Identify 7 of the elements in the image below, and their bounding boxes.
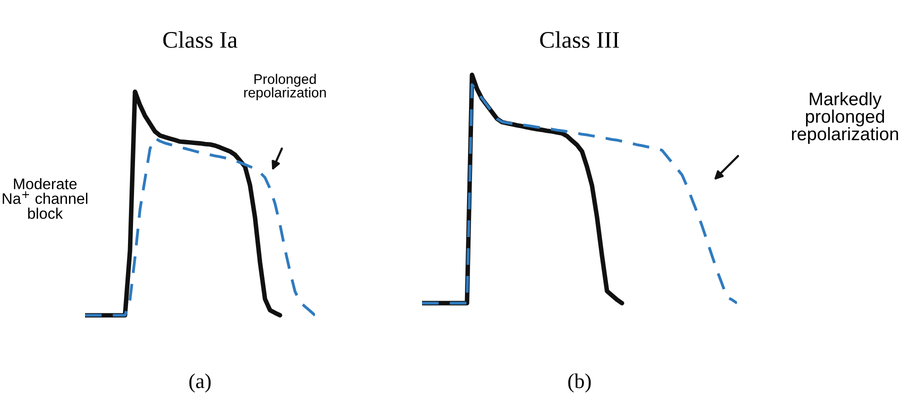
x-axis-title: (b): [568, 374, 591, 392]
text: Markedly prolonged repolarization: [792, 92, 898, 144]
chart-title: Class Ia: [163, 31, 238, 48]
x-axis-title: (a): [189, 374, 211, 392]
chart-title: Class III: [540, 31, 619, 48]
annotation: Prolonged repolarization: [244, 74, 326, 100]
annotation: Moderate Na$^{+}$ channel block: [2, 178, 88, 219]
